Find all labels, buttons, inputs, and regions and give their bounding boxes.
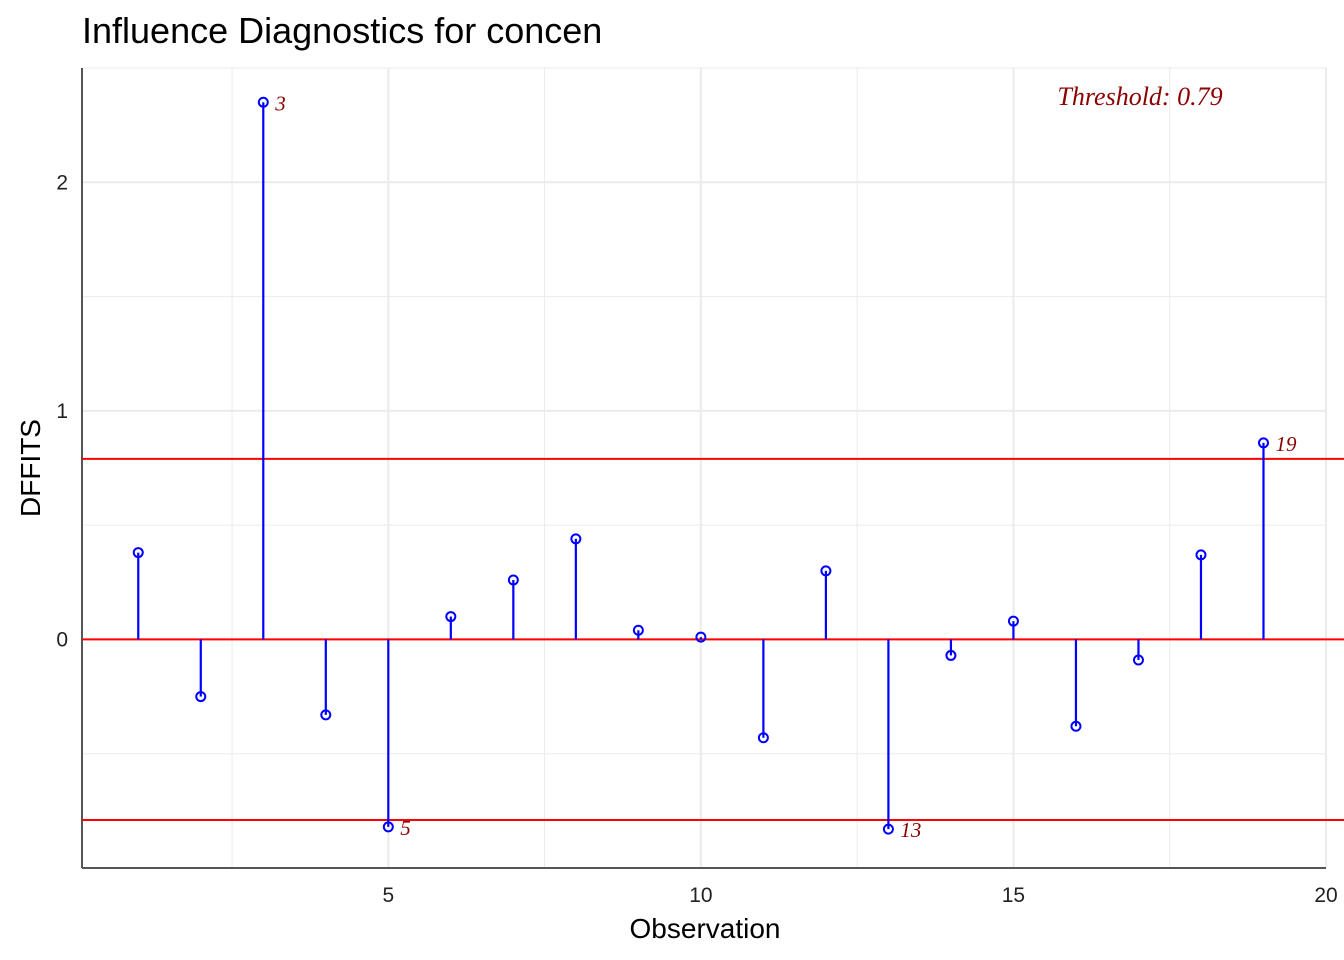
data-point: [195, 691, 207, 703]
axes: [81, 68, 1326, 869]
reference-lines: [82, 457, 1344, 821]
data-point: [445, 611, 457, 623]
point-label: 19: [1275, 432, 1297, 456]
data-point: [945, 649, 957, 661]
data-point: [1070, 720, 1082, 732]
y-tick-label: 2: [56, 171, 68, 194]
data-point: [1132, 654, 1144, 666]
data-point: [257, 96, 269, 108]
point-label: 13: [900, 818, 921, 842]
x-tick-label: 10: [689, 884, 712, 907]
data-point: [132, 547, 144, 559]
data-point: [382, 821, 394, 833]
x-tick-label: 15: [1002, 884, 1025, 907]
stems: [132, 96, 1269, 835]
y-tick-label: 0: [56, 628, 68, 651]
data-point: [570, 533, 582, 545]
tick-labels: 5 10 15 20 0 1 2: [56, 171, 1337, 907]
data-point: [757, 732, 769, 744]
data-point: [507, 574, 519, 586]
data-point: [632, 624, 644, 636]
data-point: [820, 565, 832, 577]
x-axis-title: Observation: [630, 913, 781, 944]
y-axis-title: DFFITS: [15, 419, 46, 517]
point-labels: 3 5 13 19: [274, 91, 1297, 842]
threshold-annotation: Threshold: 0.79: [1057, 82, 1222, 111]
x-tick-label: 20: [1314, 884, 1337, 907]
chart-title: Influence Diagnostics for concen: [82, 10, 603, 51]
data-point: [1007, 615, 1019, 627]
data-point: [320, 709, 332, 721]
x-tick-label: 5: [382, 884, 394, 907]
point-label: 5: [400, 816, 411, 840]
grid: [82, 67, 1327, 868]
data-point: [1257, 437, 1269, 449]
y-tick-label: 1: [56, 400, 68, 423]
data-point: [695, 631, 707, 643]
data-point: [1195, 549, 1207, 561]
point-label: 3: [274, 91, 286, 115]
data-point: [882, 823, 894, 835]
